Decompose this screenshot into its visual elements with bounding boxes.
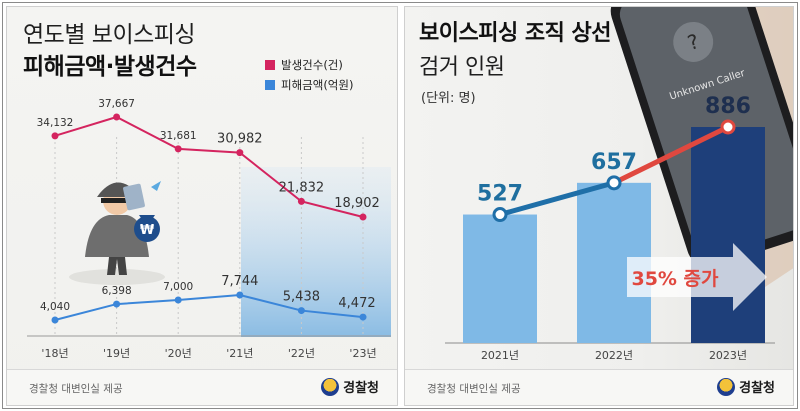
left-title-line2: 피해금액·발생건수 (23, 54, 197, 80)
right-chart-panel: ? Unknown Caller 보이스피싱 조직 상선 검거 인원 (단위: … (404, 6, 794, 406)
trend-line-segment-2 (612, 124, 730, 186)
data-label-cases: 37,667 (98, 98, 135, 110)
left-logo-text: 경찰청 (343, 381, 379, 396)
trend-point (720, 119, 736, 135)
svg-text:₩: ₩ (140, 223, 155, 238)
bar-value-label: 657 (591, 150, 637, 175)
x-tick-label: '20년 (165, 347, 192, 360)
point-damage (51, 316, 59, 324)
point-cases (174, 145, 182, 153)
data-label-cases: 21,832 (279, 180, 325, 195)
data-label-cases: 31,681 (160, 130, 197, 142)
data-label-damage: 5,438 (283, 290, 320, 305)
police-emblem-icon (321, 377, 340, 396)
x-tick-label: '21년 (226, 347, 253, 360)
legend-item-cases: 발생건수(건) (265, 57, 343, 73)
bar-2023년 (691, 127, 765, 343)
data-label-damage: 4,472 (338, 296, 375, 311)
trend-point (606, 175, 622, 191)
data-label-cases: 18,902 (334, 196, 380, 211)
trend-point (492, 207, 508, 223)
series-line-cases (54, 115, 364, 218)
series-line-damage (54, 293, 364, 321)
left-source-credit: 경찰청 대변인실 제공 (29, 383, 123, 395)
left-title-line1: 연도별 보이스피싱 (23, 22, 196, 48)
right-title-line2: 검거 인원 (419, 55, 505, 80)
x-tick-label: '19년 (103, 347, 130, 360)
increase-arrow (627, 243, 767, 311)
x-tick-label: '18년 (41, 347, 68, 360)
point-damage (236, 291, 244, 299)
police-emblem-icon (717, 377, 736, 396)
point-damage (359, 313, 367, 321)
left-chart-panel: 연도별 보이스피싱 피해금액·발생건수 발생건수(건) 피해금액(억원) (6, 6, 398, 406)
legend-swatch-cases (265, 60, 275, 70)
trend-line-segment-1 (499, 180, 615, 217)
bar-value-label: 527 (477, 182, 523, 207)
right-title-line1: 보이스피싱 조직 상선 (419, 21, 611, 46)
right-footer: 경찰청 대변인실 제공 경찰청 (405, 369, 793, 405)
point-cases (51, 132, 59, 140)
x-tick-label: 2023년 (709, 349, 747, 362)
point-damage (113, 300, 121, 308)
point-cases (297, 197, 305, 205)
bar-chart: 2021년 2022년 2023년 527 657 886 35% 증가 (445, 94, 775, 362)
data-label-cases: 34,132 (37, 117, 74, 129)
left-logo: 경찰청 (321, 377, 379, 396)
bar-value-label: 886 (705, 94, 751, 119)
left-footer: 경찰청 대변인실 제공 경찰청 (7, 369, 397, 405)
increase-label: 35% 증가 (631, 268, 719, 290)
unit-label: (단위: 명) (421, 91, 476, 106)
scammer-illustration: ₩ (69, 181, 165, 285)
point-cases (113, 113, 121, 121)
legend-swatch-damage (265, 80, 275, 90)
data-label-cases: 30,982 (217, 132, 263, 147)
bar-2021년 (463, 214, 537, 343)
right-source-credit: 경찰청 대변인실 제공 (427, 383, 521, 395)
data-label-damage: 4,040 (40, 301, 70, 313)
x-tick-label: '22년 (288, 347, 315, 360)
data-label-damage: 6,398 (102, 285, 132, 297)
point-cases (359, 213, 367, 221)
highlight-band (241, 167, 391, 337)
data-label-damage: 7,000 (163, 281, 193, 293)
data-label-damage: 7,744 (221, 274, 258, 289)
x-tick-label: 2021년 (481, 349, 519, 362)
line-chart: ₩ 34,132 37,667 31,681 30,982 21,832 18,902 4,… (27, 98, 391, 360)
x-tick-label: '23년 (349, 347, 376, 360)
legend-label-cases: 발생건수(건) (281, 58, 343, 72)
point-cases (236, 149, 244, 157)
point-damage (297, 307, 305, 315)
right-logo: 경찰청 (717, 377, 775, 396)
legend-label-damage: 피해금액(억원) (281, 78, 354, 92)
legend-item-damage: 피해금액(억원) (265, 77, 353, 93)
x-tick-label: 2022년 (595, 349, 633, 362)
right-logo-text: 경찰청 (739, 381, 775, 396)
point-damage (174, 296, 182, 304)
